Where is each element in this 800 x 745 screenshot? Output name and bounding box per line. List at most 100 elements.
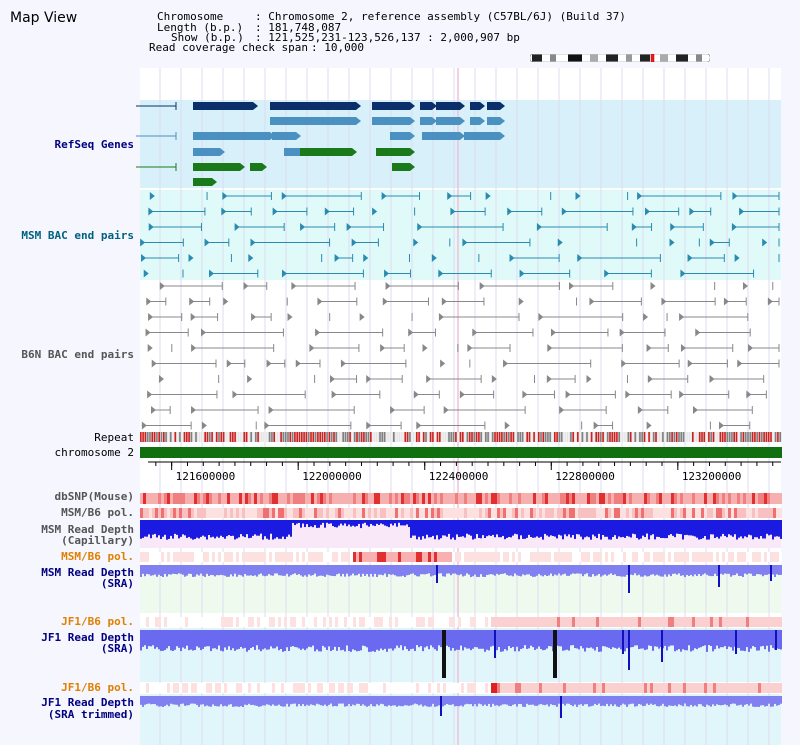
jf1-pol2-cell — [692, 683, 695, 693]
jf1-pol-cell — [158, 617, 161, 627]
msm-pol2-cell — [470, 552, 473, 562]
jf1-trim-bar — [548, 696, 550, 707]
msm-sra-bar — [658, 565, 660, 576]
msm-pol2-cell — [653, 552, 656, 562]
msm-capillary-bar — [180, 520, 182, 537]
msm-bac-pair — [561, 207, 567, 216]
msm-capillary-bar — [214, 520, 216, 539]
jf1-pol-cell — [764, 617, 767, 627]
jf1-pol2-cell — [737, 683, 740, 693]
msm-pol-cell — [365, 508, 368, 518]
jf1-trim-bar — [596, 696, 598, 706]
msm-pol2-cell — [554, 552, 557, 562]
msm-capillary-bar — [332, 520, 334, 527]
jf1-sra-bar — [530, 630, 532, 646]
msm-bac-pair — [384, 269, 390, 278]
jf1-sra-bar-spike — [775, 630, 777, 650]
jf1-pol-cell — [680, 617, 683, 627]
msm-capillary-bar — [300, 520, 302, 528]
repeat-element — [721, 432, 724, 442]
jf1-pol-cell — [401, 617, 404, 627]
dbsnp-cell — [545, 493, 548, 504]
jf1-pol-cell — [380, 617, 383, 627]
jf1-sra-bar — [718, 630, 720, 649]
jf1-trim-bar — [740, 696, 742, 705]
msm-capillary-bar — [498, 520, 500, 538]
jf1-pol-cell — [632, 617, 635, 627]
repeat-element — [163, 432, 165, 442]
dbsnp-cell — [194, 493, 197, 504]
jf1-pol-cell — [326, 617, 329, 627]
jf1-pol-cell — [332, 617, 335, 627]
repeat-element — [213, 432, 216, 442]
msm-capillary-bar — [186, 520, 188, 538]
msm-pol-cell — [665, 508, 668, 518]
jf1-pol-cell — [614, 617, 617, 627]
msm-sra-bar — [764, 565, 766, 575]
jf1-sra-bar — [360, 630, 362, 651]
msm-sra-bar — [238, 565, 240, 575]
msm-pol2-cell — [680, 552, 683, 562]
msm-pol-cell — [659, 508, 662, 518]
msm-capillary-bar — [218, 520, 220, 538]
gene-model — [500, 117, 505, 125]
jf1-trim-bar — [774, 696, 776, 704]
msm-sra-bar — [232, 565, 234, 577]
repeat-element — [758, 432, 761, 442]
repeat-element — [301, 432, 303, 442]
repeat-element — [554, 432, 556, 442]
dbsnp-cell — [464, 493, 467, 504]
msm-capillary-bar — [514, 520, 516, 534]
msm-sra-bar — [748, 565, 750, 574]
dbsnp-cell — [284, 493, 287, 504]
dbsnp-cell — [518, 493, 521, 504]
jf1-pol2-cell — [182, 683, 185, 693]
jf1-trim-bar — [384, 696, 386, 707]
dbsnp-cell — [722, 493, 725, 504]
msm-sra-bar — [320, 565, 322, 576]
msm-pol2-cell — [578, 552, 581, 562]
msm-sra-bar — [694, 565, 696, 575]
msm-sra-bar — [568, 565, 570, 576]
msm-sra-bar — [740, 565, 742, 576]
msm-pol2-cell — [707, 552, 710, 562]
msm-capillary-bar — [260, 520, 262, 534]
msm-capillary-bar — [466, 520, 468, 534]
jf1-sra-bar — [766, 630, 768, 646]
msm-sra-bar — [222, 565, 224, 576]
repeat-element — [273, 432, 275, 442]
jf1-pol2-cell — [296, 683, 299, 693]
repeat-element — [206, 432, 209, 442]
jf1-trim-bar — [426, 696, 428, 707]
msm-bac-pair — [509, 254, 515, 262]
msm-capillary-bar — [358, 520, 360, 524]
msm-pol2-cell — [503, 552, 506, 562]
msm-pol-cell — [158, 508, 161, 518]
jf1-trim-bar-spike — [560, 696, 562, 718]
msm-capillary-bar — [604, 520, 606, 537]
jf1-pol2-cell — [584, 683, 587, 693]
chromosome-ideogram[interactable] — [530, 54, 710, 62]
msm-capillary-bar — [236, 520, 238, 539]
jf1-pol-cell — [341, 617, 344, 627]
msm-pol2-cell — [647, 552, 650, 562]
jf1-trim-bar — [214, 696, 216, 706]
repeat-element — [356, 432, 358, 442]
dbsnp-cell — [143, 493, 146, 504]
dbsnp-cell — [515, 493, 518, 504]
msm-capillary-bar — [346, 520, 348, 527]
b6n-bac-pair — [621, 359, 627, 368]
repeat-element — [662, 432, 664, 442]
dbsnp-cell — [749, 493, 752, 504]
track-label-jf1-b6-pol-2: JF1/B6 pol. — [61, 681, 134, 694]
dbsnp-cell — [158, 493, 161, 504]
msm-sra-bar — [294, 565, 296, 574]
msm-pol2-cell — [185, 552, 188, 562]
jf1-trim-bar — [386, 696, 388, 707]
jf1-sra-bar — [368, 630, 370, 652]
msm-sra-bar — [154, 565, 156, 575]
jf1-sra-bar — [632, 630, 634, 648]
msm-sra-bar — [522, 565, 524, 575]
msm-capillary-bar — [548, 520, 550, 537]
